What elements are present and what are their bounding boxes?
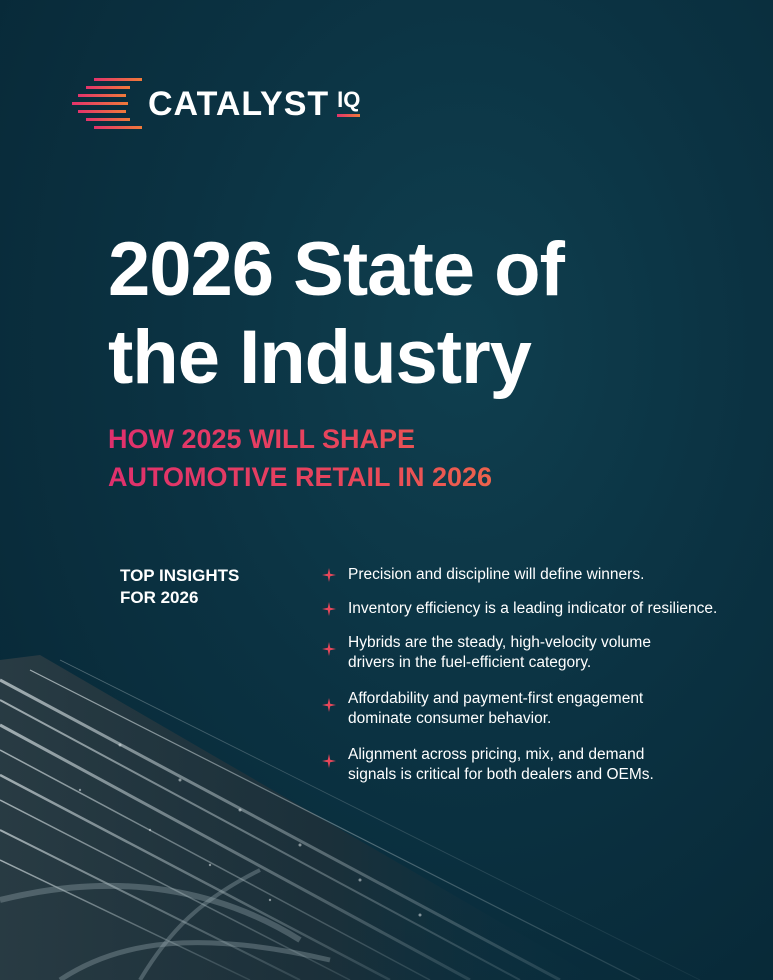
logo-stripes-icon	[72, 78, 142, 129]
report-subtitle: HOW 2025 WILL SHAPE AUTOMOTIVE RETAIL IN…	[108, 420, 668, 496]
brand-suffix: IQ	[337, 89, 361, 117]
sparkle-icon	[322, 602, 336, 616]
insights-heading: TOP INSIGHTS FOR 2026	[120, 566, 240, 607]
highway-image	[0, 655, 701, 980]
insight-item: Inventory efficiency is a leading indica…	[320, 599, 750, 619]
insight-item: Affordability and payment-first engageme…	[320, 689, 750, 729]
sparkle-icon	[322, 754, 336, 768]
sparkle-icon	[322, 698, 336, 712]
insights-list: Precision and discipline will define win…	[320, 565, 750, 801]
catalyst-iq-logo: CATALYST IQ	[72, 76, 361, 132]
report-title: 2026 State of the Industry	[108, 227, 565, 400]
sparkle-icon	[322, 642, 336, 656]
insight-item: Hybrids are the steady, high-velocity vo…	[320, 633, 750, 673]
brand-name: CATALYST	[148, 85, 330, 123]
insight-item: Alignment across pricing, mix, and deman…	[320, 745, 750, 785]
sparkle-icon	[322, 568, 336, 582]
insight-item: Precision and discipline will define win…	[320, 565, 750, 585]
